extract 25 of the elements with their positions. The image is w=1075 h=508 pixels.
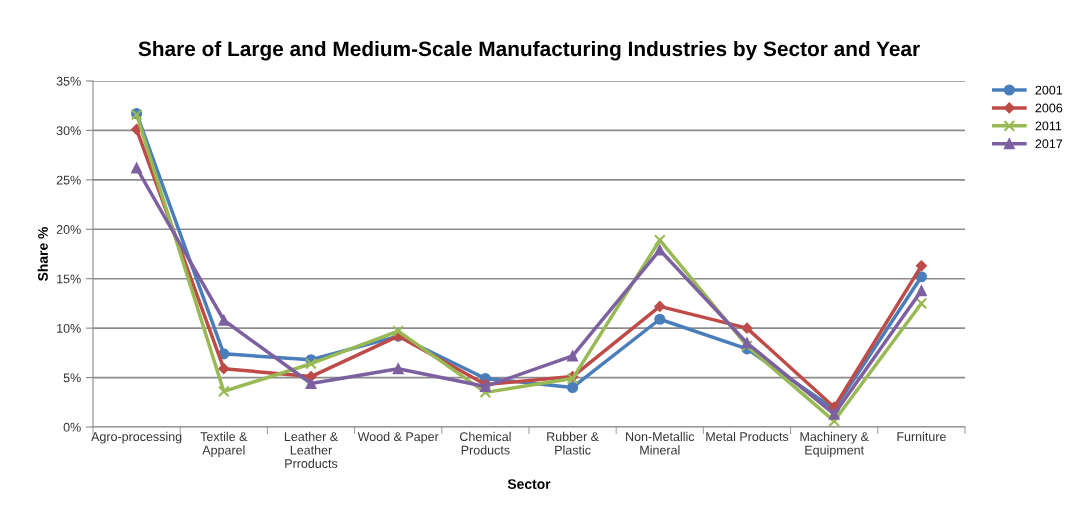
y-tick-label: 15%	[57, 274, 81, 284]
x-tick-label: Rubber & Plastic	[547, 431, 599, 455]
x-tick-label: Chemical Products	[459, 431, 511, 455]
y-tick-label: 10%	[57, 323, 81, 333]
y-tick-label: 30%	[56, 126, 81, 136]
x-tick-label: Machinery & Equipment	[800, 431, 869, 457]
y-tick-label: 25%	[56, 175, 81, 185]
x-tick-label: Furniture	[897, 431, 946, 442]
legend-label: 2011	[1035, 121, 1062, 131]
y-tick-label: 20%	[56, 225, 81, 234]
x-tick-label: Textile & Apparel	[200, 431, 248, 457]
legend-label: 2017	[1035, 139, 1063, 149]
y-tick-label: 0%	[63, 422, 81, 432]
x-axis-title: Sector	[507, 479, 551, 489]
x-tick-label: Metal Products	[706, 431, 789, 442]
x-tick-label: Agro-processing	[91, 431, 182, 444]
chart-title: Share of Large and Medium-Scale Manufacturing Industries by Sector and Year	[138, 40, 920, 61]
x-tick-label: Leather & Leather Prroducts	[284, 431, 338, 468]
y-tick-label: 5%	[63, 373, 81, 383]
x-tick-label: Wood & Paper	[357, 431, 439, 444]
y-axis-title: Share %	[37, 226, 48, 282]
y-tick-label: 35%	[56, 76, 81, 86]
legend-label: 2006	[1035, 103, 1063, 113]
legend-label: 2001	[1035, 85, 1063, 95]
x-tick-label: Non-Metallic Mineral	[626, 431, 695, 455]
